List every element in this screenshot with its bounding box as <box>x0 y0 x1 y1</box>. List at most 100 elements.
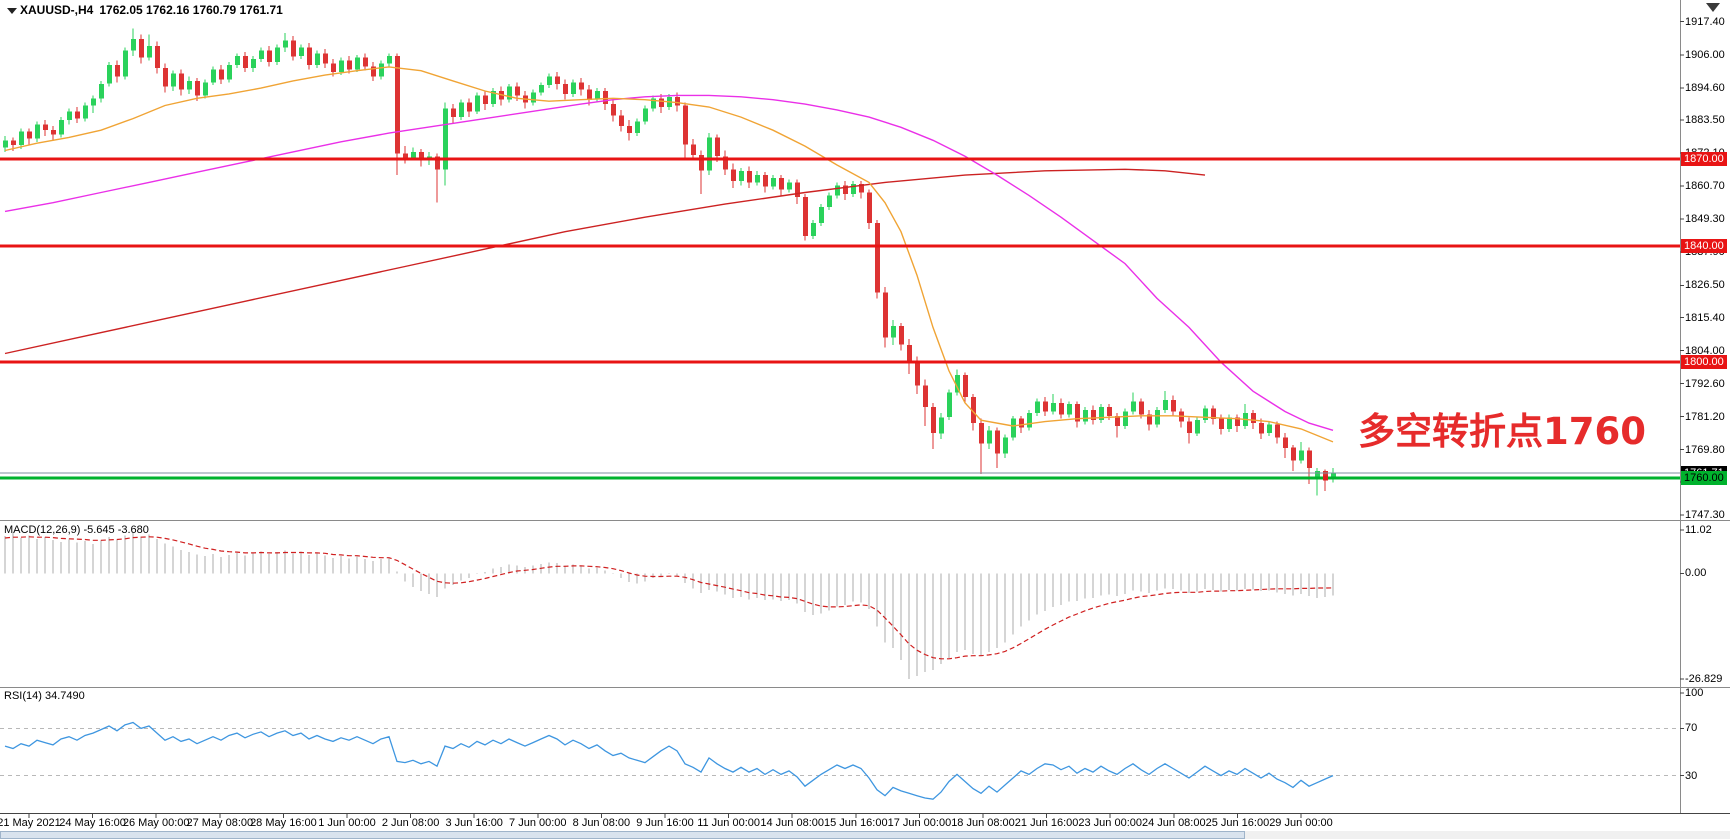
time-label: 11 Jun 00:00 <box>697 817 760 829</box>
candle-body <box>659 98 664 107</box>
price-tick-label: 1747.30 <box>1685 509 1725 521</box>
candle-body <box>1211 408 1216 419</box>
candle-body <box>1283 437 1288 448</box>
candle-body <box>1187 421 1192 434</box>
candle-body <box>1171 399 1176 412</box>
price-tick-label: 1826.50 <box>1685 279 1725 292</box>
candle-body <box>1323 470 1328 479</box>
rsi-tick-label: 70 <box>1685 722 1698 735</box>
candle-body <box>331 63 336 73</box>
candle-body <box>1139 401 1144 415</box>
candle-body <box>139 38 144 58</box>
candle-body <box>219 69 224 80</box>
candle-body <box>19 131 24 146</box>
candle-body <box>739 170 744 181</box>
candle-body <box>939 417 944 434</box>
horizontal-scrollbar-thumb[interactable] <box>0 831 1245 839</box>
time-label: 28 May 16:00 <box>250 817 317 829</box>
candle-body <box>779 178 784 190</box>
candle-body <box>187 80 192 90</box>
candle-body <box>531 92 536 103</box>
candle-body <box>67 111 72 120</box>
candle-body <box>643 108 648 122</box>
candle-body <box>595 91 600 100</box>
candle-body <box>1107 407 1112 416</box>
scroll-to-end-icon[interactable] <box>1706 3 1720 12</box>
candle-body <box>371 66 376 77</box>
candle-body <box>579 82 584 90</box>
candle-body <box>1163 399 1168 410</box>
candle-body <box>3 140 8 148</box>
time-label: 15 Jun 16:00 <box>823 817 888 829</box>
candle-body <box>1307 450 1312 468</box>
candle-body <box>1011 418 1016 438</box>
candle-body <box>1275 424 1280 438</box>
candle-body <box>1251 412 1256 423</box>
candle-body <box>91 98 96 106</box>
candle-body <box>235 56 240 65</box>
candle-body <box>763 175 768 187</box>
candle-body <box>155 46 160 68</box>
candle-body <box>59 120 64 135</box>
candle-body <box>995 430 1000 454</box>
candle-body <box>1203 408 1208 421</box>
candle-body <box>1003 437 1008 454</box>
candle-body <box>731 169 736 181</box>
candle-body <box>611 104 616 116</box>
candle-body <box>907 344 912 361</box>
candle-body <box>75 111 80 119</box>
time-label: 1 Jun 00:00 <box>318 817 376 829</box>
candle-body <box>115 64 120 77</box>
symbol-dropdown-icon[interactable] <box>7 8 17 14</box>
ma-slow-red-line <box>4 168 1206 355</box>
candle-body <box>1091 410 1096 421</box>
candle-body <box>555 76 560 84</box>
sell-marker-dot <box>1323 475 1328 481</box>
candle-body <box>947 392 952 418</box>
candle-body <box>547 76 552 86</box>
candle-body <box>1051 402 1056 412</box>
candle-body <box>539 85 544 93</box>
price-tick-label: 1906.00 <box>1685 48 1725 61</box>
candle-body <box>1099 407 1104 421</box>
hline-price-badge-1870: 1870.00 <box>1681 152 1727 167</box>
candle-body <box>1115 415 1120 426</box>
ma-mid-magenta-line <box>4 94 1334 431</box>
candle-body <box>363 57 368 67</box>
candle-body <box>1331 473 1336 479</box>
candle-body <box>443 108 448 170</box>
annotation-text: 多空转折点1760 <box>1358 410 1646 453</box>
candle-body <box>99 83 104 99</box>
time-label: 24 Jun 08:00 <box>1141 817 1206 829</box>
candle-body <box>955 375 960 393</box>
hline-price-badge-1760: 1760.00 <box>1681 471 1727 486</box>
candle-body <box>243 56 248 68</box>
price-tick-label: 1792.60 <box>1685 377 1725 390</box>
candle-body <box>467 102 472 112</box>
candle-body <box>851 183 856 194</box>
candle-body <box>1291 447 1296 461</box>
candle-body <box>51 130 56 135</box>
candle-body <box>307 47 312 65</box>
candle-body <box>11 140 16 146</box>
candle-body <box>1227 417 1232 429</box>
candle-body <box>435 156 440 170</box>
price-tick-label: 1917.40 <box>1685 15 1725 28</box>
candle-body <box>859 183 864 193</box>
macd-signal-line <box>4 536 1334 660</box>
candle-body <box>299 47 304 57</box>
candle-body <box>259 50 264 60</box>
candle-body <box>507 86 512 100</box>
candle-body <box>619 115 624 126</box>
candle-body <box>123 50 128 77</box>
macd-tick-label: -26.829 <box>1685 673 1723 685</box>
price-tick-label: 1769.80 <box>1685 443 1725 456</box>
macd-indicator-label: MACD(12,26,9) -5.645 -3.680 <box>4 524 149 536</box>
candle-body <box>875 223 880 293</box>
candle-body <box>1259 423 1264 434</box>
candle-body <box>843 185 848 194</box>
rsi-line <box>4 721 1334 800</box>
price-tick-label: 1781.20 <box>1685 410 1725 423</box>
candle-body <box>147 46 152 58</box>
